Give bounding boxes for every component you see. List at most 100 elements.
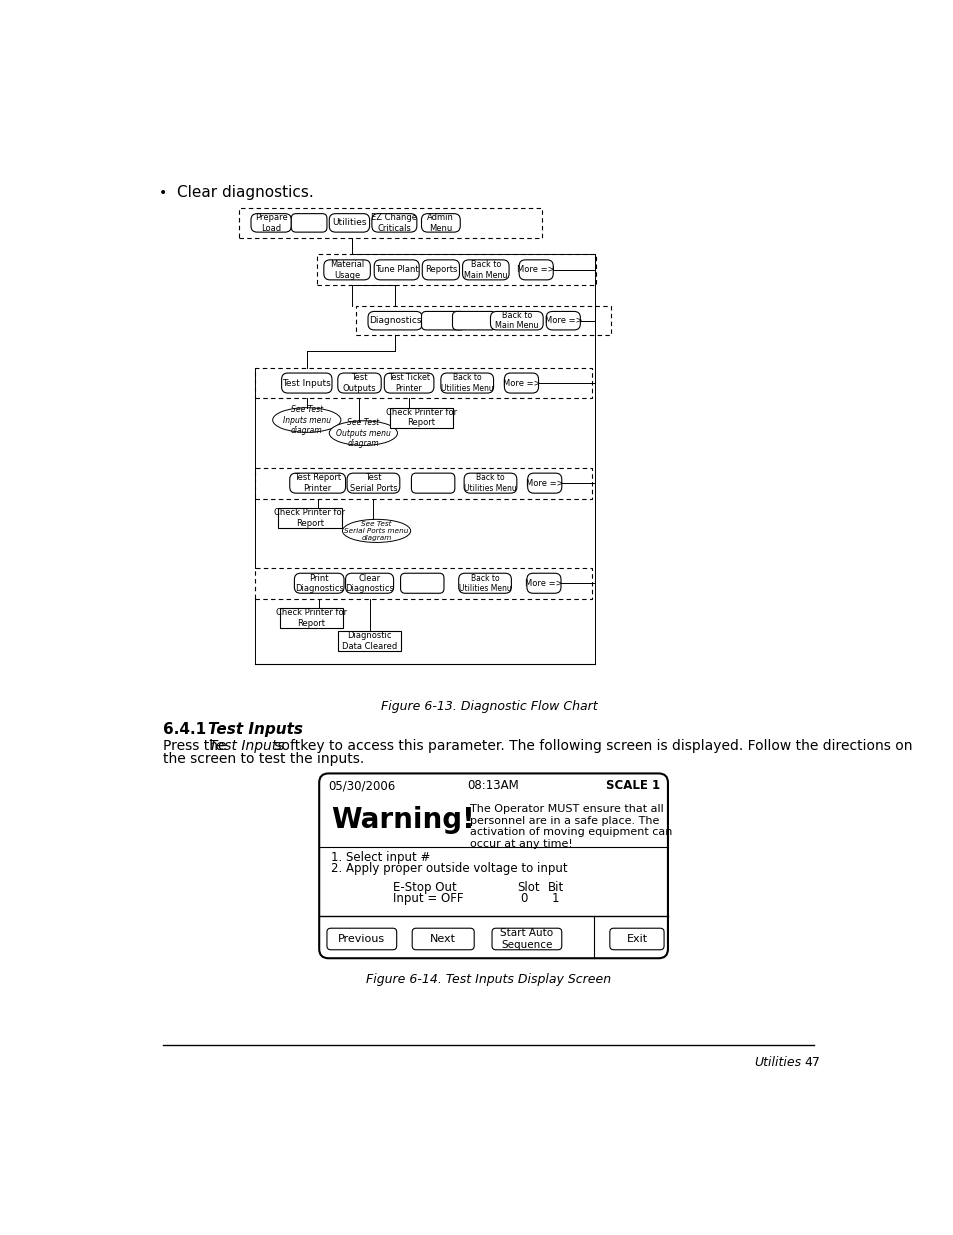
- FancyBboxPatch shape: [329, 214, 369, 232]
- Text: Press the: Press the: [163, 740, 231, 753]
- Text: Test Inputs: Test Inputs: [209, 740, 284, 753]
- Ellipse shape: [273, 408, 340, 432]
- Text: Utilities: Utilities: [754, 1056, 801, 1070]
- Text: Input = OFF: Input = OFF: [393, 892, 463, 905]
- Ellipse shape: [329, 421, 397, 446]
- FancyBboxPatch shape: [372, 214, 416, 232]
- Bar: [390, 408, 453, 427]
- Text: Figure 6-14. Test Inputs Display Screen: Figure 6-14. Test Inputs Display Screen: [366, 973, 611, 987]
- FancyBboxPatch shape: [421, 214, 459, 232]
- FancyBboxPatch shape: [421, 311, 464, 330]
- Text: More =>: More =>: [544, 316, 581, 325]
- Text: Diagnostic
Data Cleared: Diagnostic Data Cleared: [341, 631, 396, 651]
- Text: 0: 0: [520, 892, 528, 905]
- FancyBboxPatch shape: [504, 373, 537, 393]
- Text: Clear diagnostics.: Clear diagnostics.: [176, 185, 313, 200]
- FancyBboxPatch shape: [323, 259, 370, 280]
- Text: See Test
Inputs menu
diagram: See Test Inputs menu diagram: [282, 405, 331, 435]
- Ellipse shape: [342, 520, 410, 542]
- Bar: [254, 468, 592, 499]
- Text: Back to
Utilities Menu: Back to Utilities Menu: [463, 473, 517, 493]
- Bar: [254, 568, 592, 599]
- FancyBboxPatch shape: [546, 311, 579, 330]
- Text: Test Inputs: Test Inputs: [282, 379, 331, 388]
- FancyBboxPatch shape: [251, 214, 291, 232]
- Text: Next: Next: [430, 934, 456, 944]
- Text: Test
Serial Ports: Test Serial Ports: [349, 473, 396, 493]
- FancyBboxPatch shape: [327, 929, 396, 950]
- FancyBboxPatch shape: [527, 473, 561, 493]
- Bar: [316, 254, 596, 285]
- Text: Back to
Main Menu: Back to Main Menu: [463, 261, 507, 279]
- Text: More =>: More =>: [517, 266, 555, 274]
- Text: More =>: More =>: [525, 479, 563, 488]
- Text: 05/30/2006: 05/30/2006: [328, 779, 395, 793]
- Text: Clear
Diagnostics: Clear Diagnostics: [345, 573, 394, 593]
- FancyBboxPatch shape: [319, 773, 667, 958]
- Text: Back to
Utilities Menu: Back to Utilities Menu: [458, 573, 511, 593]
- FancyBboxPatch shape: [345, 573, 394, 593]
- Text: Figure 6-13. Diagnostic Flow Chart: Figure 6-13. Diagnostic Flow Chart: [380, 700, 597, 713]
- FancyBboxPatch shape: [291, 214, 327, 232]
- Bar: [355, 306, 611, 336]
- Text: 1. Select input #: 1. Select input #: [331, 851, 430, 863]
- FancyBboxPatch shape: [337, 373, 381, 393]
- Text: 47: 47: [804, 1056, 820, 1070]
- FancyBboxPatch shape: [609, 929, 663, 950]
- Text: Test Ticket
Printer: Test Ticket Printer: [388, 373, 430, 393]
- Text: Print
Diagnostics: Print Diagnostics: [294, 573, 343, 593]
- Text: More =>: More =>: [524, 579, 562, 588]
- Bar: [254, 368, 592, 399]
- Text: Check Printer for
Report: Check Printer for Report: [274, 508, 345, 527]
- Text: Reports: Reports: [424, 266, 456, 274]
- Text: Test Report
Printer: Test Report Printer: [294, 473, 341, 493]
- FancyBboxPatch shape: [526, 573, 560, 593]
- Text: Test
Outputs: Test Outputs: [342, 373, 375, 393]
- FancyBboxPatch shape: [374, 259, 418, 280]
- FancyBboxPatch shape: [290, 473, 345, 493]
- Text: Back to
Main Menu: Back to Main Menu: [495, 311, 538, 331]
- Text: Previous: Previous: [338, 934, 385, 944]
- Text: softkey to access this parameter. The following screen is displayed. Follow the : softkey to access this parameter. The fo…: [270, 740, 912, 753]
- FancyBboxPatch shape: [368, 311, 422, 330]
- Text: Check Printer for
Report: Check Printer for Report: [386, 408, 456, 427]
- FancyBboxPatch shape: [400, 573, 443, 593]
- FancyBboxPatch shape: [452, 311, 496, 330]
- Text: Admin
Menu: Admin Menu: [427, 214, 454, 232]
- Text: Test Inputs: Test Inputs: [208, 722, 303, 737]
- FancyBboxPatch shape: [464, 473, 517, 493]
- Text: More =>: More =>: [502, 379, 539, 388]
- FancyBboxPatch shape: [440, 373, 493, 393]
- Text: EZ Change
Criticals: EZ Change Criticals: [371, 214, 416, 232]
- FancyBboxPatch shape: [490, 311, 542, 330]
- FancyBboxPatch shape: [412, 929, 474, 950]
- Text: Diagnostics: Diagnostics: [369, 316, 421, 325]
- FancyBboxPatch shape: [384, 373, 434, 393]
- Text: 08:13AM: 08:13AM: [467, 779, 518, 793]
- FancyBboxPatch shape: [294, 573, 344, 593]
- FancyBboxPatch shape: [281, 373, 332, 393]
- Text: Exit: Exit: [626, 934, 647, 944]
- Text: •: •: [159, 185, 168, 200]
- Text: The Operator MUST ensure that all
personnel are in a safe place. The
activation : The Operator MUST ensure that all person…: [470, 804, 672, 848]
- Text: Bit: Bit: [547, 881, 563, 894]
- Text: SCALE 1: SCALE 1: [605, 779, 659, 793]
- Text: See Test
Outputs menu
diagram: See Test Outputs menu diagram: [335, 419, 391, 448]
- Text: Back to
Utilities Menu: Back to Utilities Menu: [440, 373, 493, 393]
- Text: Warning!: Warning!: [331, 805, 474, 834]
- Text: 1: 1: [551, 892, 558, 905]
- FancyBboxPatch shape: [347, 473, 399, 493]
- FancyBboxPatch shape: [462, 259, 509, 280]
- Bar: [239, 209, 541, 237]
- Text: Slot: Slot: [517, 881, 538, 894]
- Text: E-Stop Out: E-Stop Out: [393, 881, 456, 894]
- Text: Prepare
Load: Prepare Load: [254, 214, 287, 232]
- Text: Check Printer for
Report: Check Printer for Report: [275, 608, 347, 627]
- Text: Material
Usage: Material Usage: [330, 261, 364, 279]
- Bar: [278, 508, 341, 527]
- Text: 2. Apply proper outside voltage to input: 2. Apply proper outside voltage to input: [331, 862, 567, 876]
- FancyBboxPatch shape: [458, 573, 511, 593]
- Text: See Test
Serial Ports menu
diagram: See Test Serial Ports menu diagram: [344, 521, 408, 541]
- Text: Utilities: Utilities: [332, 219, 366, 227]
- Bar: [279, 608, 343, 627]
